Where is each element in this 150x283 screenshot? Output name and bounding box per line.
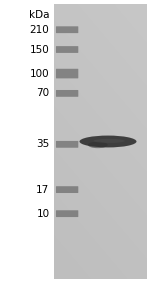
FancyBboxPatch shape xyxy=(56,210,78,217)
FancyBboxPatch shape xyxy=(56,26,78,33)
Text: 70: 70 xyxy=(36,88,50,98)
FancyBboxPatch shape xyxy=(56,90,78,97)
Ellipse shape xyxy=(93,139,125,143)
FancyBboxPatch shape xyxy=(56,141,78,148)
Text: 210: 210 xyxy=(30,25,50,35)
Ellipse shape xyxy=(80,136,136,147)
Text: 10: 10 xyxy=(36,209,50,219)
FancyBboxPatch shape xyxy=(56,69,78,78)
FancyBboxPatch shape xyxy=(56,46,78,53)
Text: 17: 17 xyxy=(36,185,50,195)
Text: 35: 35 xyxy=(36,139,50,149)
Ellipse shape xyxy=(88,142,108,148)
Text: 150: 150 xyxy=(30,44,50,55)
Text: kDa: kDa xyxy=(29,10,50,20)
Text: 100: 100 xyxy=(30,68,50,79)
FancyBboxPatch shape xyxy=(56,186,78,193)
